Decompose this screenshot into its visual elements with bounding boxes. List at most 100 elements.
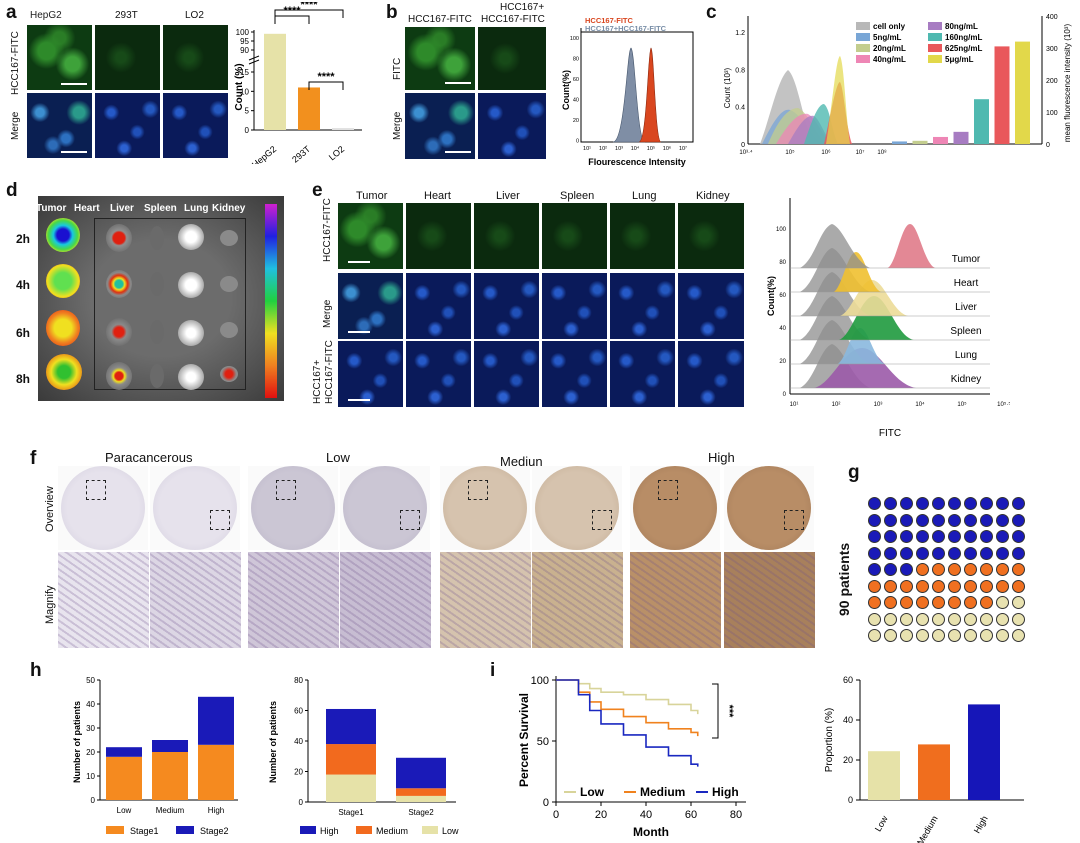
g-dot-high <box>868 563 881 576</box>
f-row-overview: Overview <box>44 486 56 532</box>
magnify-region <box>276 480 296 500</box>
g-dot-medium <box>996 563 1009 576</box>
g-ylabel: 90 patients <box>836 542 852 616</box>
e-xlabel: FITC <box>879 428 901 439</box>
h2-ytick-label: 0 <box>299 798 304 807</box>
b-ytick-label: 40 <box>573 98 579 104</box>
e-row-blocked-line1: HCC167+ <box>312 359 323 404</box>
c-legend-swatch <box>856 55 870 63</box>
g-dot-high <box>916 497 929 510</box>
e-micrograph-heart-r0 <box>405 202 472 270</box>
ivis-liver-4h <box>106 270 132 298</box>
g-dot-high <box>996 513 1009 527</box>
e-micrograph-heart-r1 <box>405 272 472 340</box>
c-legend-label: 625ng/mL <box>945 44 982 53</box>
f-overview-mediun-1 <box>532 466 622 550</box>
e-xtick-label: 10⁵·⁵ <box>997 401 1010 408</box>
g-dot-high <box>916 546 929 560</box>
f-magnify-paracancerous-0 <box>58 552 149 648</box>
ivis-organ-heart: Heart <box>74 203 100 214</box>
e-xtick-label: 10⁵ <box>957 401 967 408</box>
e-micrograph-heart-r2 <box>405 340 472 408</box>
c-ytick-right: 0 <box>1046 142 1050 149</box>
g-dot-medium <box>916 563 929 576</box>
f-overview-paracancerous-1 <box>150 466 240 550</box>
g-dot-high <box>900 563 913 576</box>
b-xtick-label: 10⁶ <box>663 145 671 152</box>
ivis-liver-2h <box>106 224 132 252</box>
panel-b-col-2-line2: HCC167-FITC <box>481 14 545 25</box>
c-ytick-right: 400 <box>1046 14 1058 21</box>
a-xtick-label: LO2 <box>327 144 346 163</box>
h1-ytick-label: 0 <box>91 796 96 805</box>
g-dot-low <box>868 629 881 642</box>
scale-bar <box>348 261 370 263</box>
f-overview-paracancerous-0 <box>58 466 148 550</box>
e-track-Heart <box>833 252 882 292</box>
i-xtick-label: 40 <box>640 809 652 821</box>
magnify-region <box>86 480 106 500</box>
g-dot-high <box>964 497 977 510</box>
b-xlabel: Flourescence Intensity <box>588 157 686 167</box>
e-track-Tumor <box>887 224 936 268</box>
panel-label-d: d <box>6 180 18 201</box>
g-dot-high <box>948 530 961 543</box>
f-row-magnify: Magnify <box>44 585 56 624</box>
panel-label-f: f <box>30 448 37 469</box>
e-micrograph-kidney-r2 <box>677 340 745 408</box>
e-col-liver: Liver <box>496 190 520 202</box>
a-sig-1: **** <box>300 2 318 11</box>
e-micrograph-tumor-r1 <box>337 272 404 340</box>
h1-ytick-label: 50 <box>86 676 95 685</box>
ivis-time-2h: 2h <box>16 232 31 246</box>
c-mfi-bar-0 <box>892 141 907 144</box>
micrograph-b-blocked-fitc <box>477 26 547 91</box>
g-dot-low <box>916 612 929 626</box>
ivis-tumor-6h <box>46 310 80 346</box>
i-legend-Medium: Medium <box>640 785 685 799</box>
e-track-label-1: Heart <box>954 278 979 289</box>
e-micrograph-lung-r1 <box>609 272 676 340</box>
chart-a-ylabel: Count (%) <box>234 63 245 110</box>
panel-b-col-2-line1: HCC167+ <box>500 2 545 13</box>
c-legend-label: 5ng/mL <box>873 33 902 42</box>
g-dot-high <box>980 497 993 510</box>
h2-bar-low-Stage1 <box>326 774 376 802</box>
h1-legend-stage2: Stage2 <box>200 826 229 836</box>
g-dot-high <box>884 530 897 543</box>
c-legend-swatch <box>856 33 870 41</box>
panel-a-col-lo2: LO2 <box>185 10 204 21</box>
h2-ytick-label: 40 <box>294 737 303 746</box>
g-dot-high <box>884 497 897 510</box>
g-dot-high <box>964 530 977 543</box>
i-xtick-label: 20 <box>595 809 607 821</box>
g-dot-high <box>1012 497 1025 510</box>
a-bar-LO2 <box>332 128 354 130</box>
i-ytick-label: 100 <box>531 675 549 687</box>
c-mfi-bar-4 <box>974 99 989 144</box>
g-dot-medium <box>932 563 945 576</box>
i-xtick-label: 80 <box>730 809 742 821</box>
b-legend-1: HCC167-FITC <box>585 16 634 25</box>
ivis-organ-tumor: Tumor <box>36 203 67 214</box>
b-xtick-label: 10⁴ <box>631 145 640 152</box>
h1-bar-stage1-Low <box>106 756 142 800</box>
g-dot-low <box>1012 596 1025 609</box>
c-xtick: 10⁶ <box>821 149 831 156</box>
a-ytick-label: 15 <box>240 68 249 77</box>
g-ytick-label: 60 <box>843 675 853 685</box>
g-dot-medium <box>964 579 977 593</box>
e-track-Spleen <box>838 296 914 340</box>
chart-c: Count (10³) mean fluorescence intensity … <box>723 14 1072 156</box>
a-bar-293T <box>298 87 320 130</box>
f-magnify-paracancerous-1 <box>150 552 241 648</box>
c-xtick: 10³·⁴ <box>739 149 753 156</box>
magnify-region <box>210 510 230 530</box>
h1-ylabel: Number of patients <box>72 701 82 783</box>
tissue-core <box>343 466 427 550</box>
b-ytick-label: 0 <box>576 139 579 145</box>
g-dot-medium <box>932 579 945 593</box>
g-dot-high <box>868 546 881 560</box>
g-dot-low <box>948 612 961 626</box>
g-dot-high <box>868 497 881 510</box>
